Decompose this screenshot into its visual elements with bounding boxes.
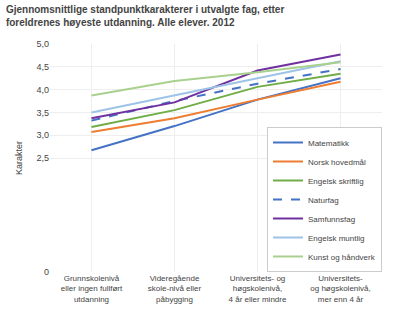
svg-text:Universitets-og høgskolenivå,m: Universitets-og høgskolenivå,mer enn 4 å… bbox=[310, 274, 370, 304]
svg-text:Samfunnsfag: Samfunnsfag bbox=[308, 215, 355, 224]
svg-text:Universitets- oghøgskolenivå,4: Universitets- oghøgskolenivå,4 år eller … bbox=[229, 274, 287, 304]
svg-text:5,0: 5,0 bbox=[36, 39, 49, 49]
svg-text:Norsk hovedmål: Norsk hovedmål bbox=[308, 158, 366, 167]
svg-text:3,5: 3,5 bbox=[36, 108, 49, 118]
svg-text:Engelsk skriftlig: Engelsk skriftlig bbox=[308, 177, 364, 186]
svg-text:Naturfag: Naturfag bbox=[308, 196, 339, 205]
svg-text:4,5: 4,5 bbox=[36, 62, 49, 72]
svg-text:Matematikk: Matematikk bbox=[308, 139, 350, 148]
svg-text:Grunnskolenivåeller ingen full: Grunnskolenivåeller ingen fullførtutdann… bbox=[61, 274, 123, 304]
svg-text:Karakter: Karakter bbox=[14, 141, 24, 175]
svg-text:Videregåendeskole-nivå ellerpå: Videregåendeskole-nivå ellerpåbygging bbox=[148, 274, 202, 304]
svg-text:2,5: 2,5 bbox=[36, 153, 49, 163]
svg-text:3,0: 3,0 bbox=[36, 130, 49, 140]
svg-text:Engelsk muntlig: Engelsk muntlig bbox=[308, 234, 364, 243]
svg-text:Kunst og håndverk: Kunst og håndverk bbox=[308, 253, 376, 262]
svg-text:Gjennomsnittlige standpunktkar: Gjennomsnittlige standpunktkarakterer i … bbox=[6, 4, 285, 28]
svg-text:4,0: 4,0 bbox=[36, 85, 49, 95]
svg-text:0: 0 bbox=[44, 267, 49, 277]
